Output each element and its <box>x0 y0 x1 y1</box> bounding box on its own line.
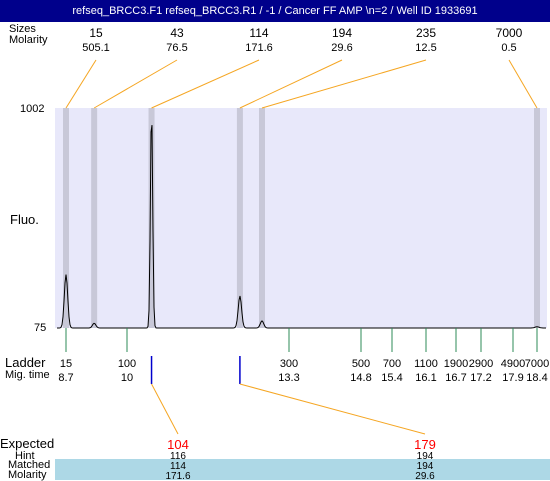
molarity-value: 29.6 <box>415 471 435 480</box>
mig-time-label: Mig. time <box>5 369 50 381</box>
peak-size-label: 15 <box>89 26 103 40</box>
peak-leader-line <box>261 59 427 109</box>
expected-label: Expected <box>0 436 55 451</box>
ladder-mig-time-label: 17.9 <box>502 372 523 384</box>
ladder-mig-time-label: 16.7 <box>445 372 466 384</box>
ladder-mig-time-label: 17.2 <box>470 372 491 384</box>
ladder-mig-time-label: 8.7 <box>58 372 73 384</box>
ladder-size-label: 4900 <box>501 358 525 370</box>
ladder-size-label: 1900 <box>444 358 468 370</box>
fluorescence-trace <box>57 125 546 329</box>
expected-size-label: 179 <box>414 437 436 452</box>
chart-title: refseq_BRCC3.F1 refseq_BRCC3.R1 / -1 / C… <box>72 5 478 17</box>
peak-band <box>91 108 98 328</box>
peak-size-label: 114 <box>249 26 268 40</box>
peak-molarity-label: 12.5 <box>415 42 436 54</box>
peak-leader-line <box>93 59 178 109</box>
ladder-size-label: 1100 <box>414 358 438 370</box>
matched-value: 114 <box>170 461 186 472</box>
peak-band <box>236 108 243 328</box>
matched-label: Matched <box>8 459 51 471</box>
sizes-label: Sizes <box>9 23 36 35</box>
molarity-top-label: Molarity <box>9 34 48 46</box>
peak-leader-line <box>151 59 260 109</box>
ladder-mig-time-label: 15.4 <box>381 372 402 384</box>
peak-molarity-label: 0.5 <box>501 42 516 54</box>
peak-band <box>148 108 155 328</box>
ladder-mig-time-label: 13.3 <box>278 372 299 384</box>
peak-leader-line <box>508 59 538 109</box>
y-tick-top: 1002 <box>20 103 45 115</box>
expected-size-label: 104 <box>167 437 189 452</box>
ladder-label: Ladder <box>5 355 46 370</box>
y-axis-label: Fluo. <box>10 212 39 227</box>
peak-band <box>63 108 69 328</box>
matched-row-bg <box>55 459 550 480</box>
peak-band <box>534 108 540 328</box>
hint-label: Hint <box>15 450 35 462</box>
matched-value: 194 <box>417 461 434 472</box>
peak-size-label: 43 <box>170 26 184 40</box>
ladder-mig-time-label: 10 <box>121 372 133 384</box>
peak-leader-lines <box>65 59 538 109</box>
ladder-mig-time-label: 16.1 <box>415 372 436 384</box>
peak-bands <box>63 108 540 328</box>
y-tick-bottom: 75 <box>34 322 47 334</box>
peak-size-label: 7000 <box>496 26 523 40</box>
peak-molarity-label: 171.6 <box>245 42 273 54</box>
molarity-value: 171.6 <box>165 471 190 480</box>
ladder-size-label: 500 <box>352 358 370 370</box>
ladder-size-label: 700 <box>383 358 401 370</box>
hint-value: 194 <box>417 451 434 462</box>
peak-molarity-label: 505.1 <box>82 42 110 54</box>
expected-leader-line <box>151 383 179 435</box>
peak-size-label: 235 <box>416 26 436 40</box>
peak-labels: 15 505.1 43 76.5 114 171.6 194 29.6 235 12.5 7000 0… <box>82 26 522 54</box>
ladder-size-label: 300 <box>280 358 298 370</box>
peak-molarity-label: 76.5 <box>166 42 187 54</box>
ladder-mig-time-label: 18.4 <box>526 372 547 384</box>
ladder-axis: 15 8.7 100 10 300 13.3 500 14.8 700 15.4 1100 16.1 1… <box>58 328 549 384</box>
ladder-size-label: 2900 <box>469 358 493 370</box>
peak-band <box>259 108 265 328</box>
peak-molarity-label: 29.6 <box>331 42 352 54</box>
peak-size-label: 194 <box>332 26 352 40</box>
expected-leader-line <box>239 383 426 435</box>
hint-value: 116 <box>170 451 186 462</box>
peak-leader-line <box>239 59 343 109</box>
ladder-size-label: 7000 <box>525 358 549 370</box>
ladder-size-label: 100 <box>118 358 136 370</box>
ladder-size-label: 15 <box>60 358 72 370</box>
title-bar <box>0 0 550 22</box>
plot-area <box>55 108 547 328</box>
peak-leader-line <box>65 59 97 109</box>
molarity-bottom-label: Molarity <box>8 469 47 481</box>
ladder-mig-time-label: 14.8 <box>350 372 371 384</box>
